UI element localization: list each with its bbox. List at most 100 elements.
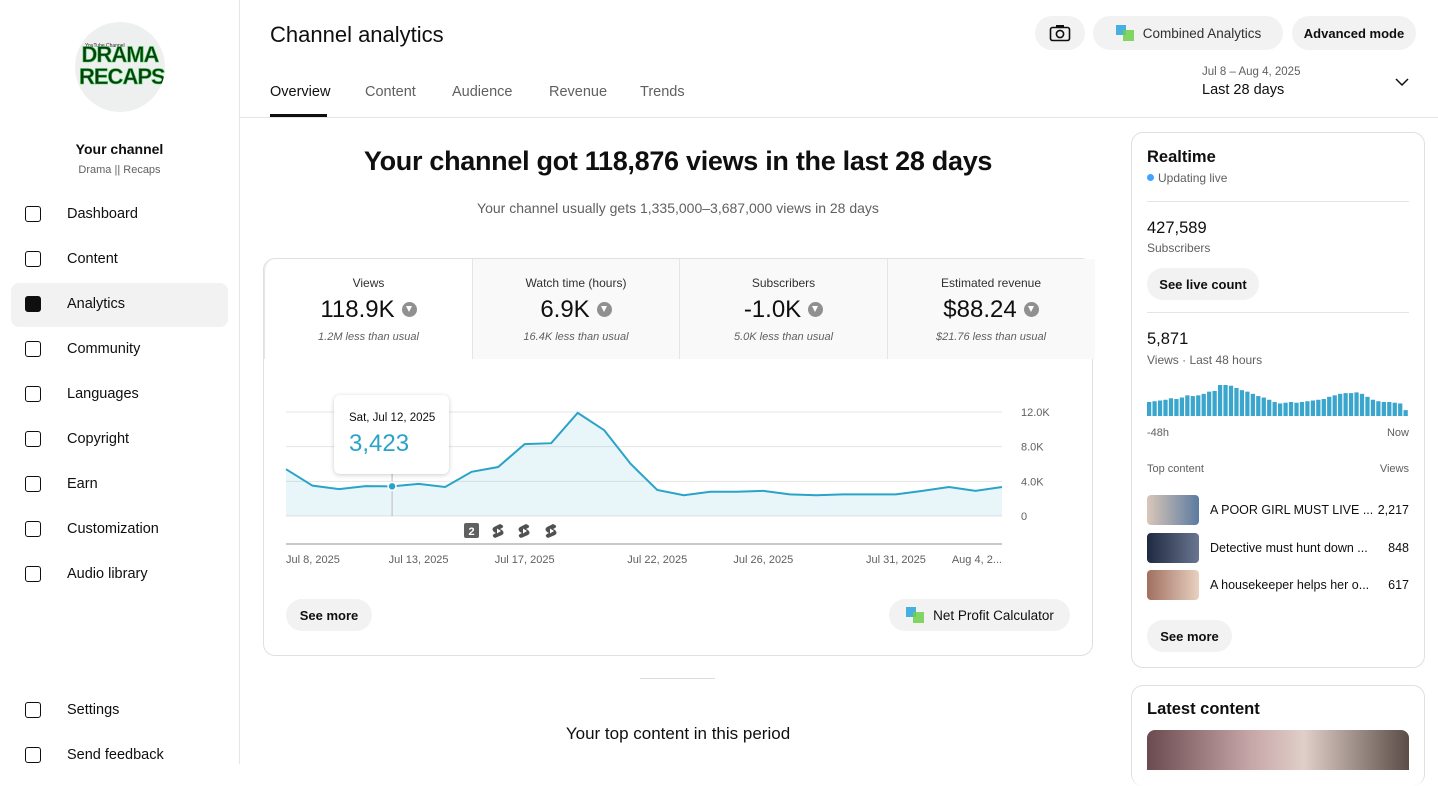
thumbnail[interactable] [1147,532,1199,563]
nav-label[interactable]: Settings [67,702,120,718]
metric-value: 6.9K [540,296,590,323]
see-more-button[interactable]: See more [1147,620,1232,652]
tab[interactable]: Revenue [549,84,608,100]
button-label: See more [299,607,359,623]
logo-line: RECAPS [79,64,165,89]
live-count-button[interactable]: See live count [1147,268,1259,300]
chart-tooltip: Sat, Jul 12, 2025 3,423 [334,395,449,474]
metrics-card [263,258,1093,656]
down-arrow [808,302,824,317]
thumbnail[interactable] [1147,570,1199,600]
shorts-play [550,528,554,534]
nav-label[interactable]: Earn [67,476,98,492]
content-views: 2,217 [1377,503,1409,517]
bar [1316,399,1321,416]
page-title: Channel analytics [270,22,444,47]
metric-value-row: 118.9K [265,290,472,324]
nav-label[interactable]: Languages [67,386,139,402]
live-dot [1147,174,1154,181]
content-title[interactable]: A POOR GIRL MUST LIVE ... [1210,503,1374,517]
x-tick-label: Jul 17, 2025 [495,554,555,566]
x-tick-label: Jul 13, 2025 [389,554,449,566]
headline: Your channel got 118,876 views in the la… [363,146,993,176]
y-tick-label: 4.0K [1021,476,1044,488]
area [286,412,1002,516]
bar [1163,399,1168,416]
advanced-mode-button[interactable]: Advanced mode [1292,16,1416,50]
y-tick-label: 8.0K [1021,442,1044,454]
nav-label[interactable]: Audio library [67,566,148,582]
bar [1354,392,1359,416]
nav-label[interactable]: Send feedback [67,747,164,763]
y-tick-label: 0 [1021,511,1027,523]
nav-label[interactable]: Dashboard [67,206,138,222]
date-period[interactable]: Last 28 days [1202,82,1285,98]
nav-label[interactable]: Customization [67,521,159,537]
calculator-button[interactable]: Net Profit Calculator [889,599,1070,631]
tab-underline [270,114,327,117]
nav-icon [25,251,41,267]
nav-label[interactable]: Community [67,341,141,357]
upload-badge-bg [464,523,479,538]
bar [1234,387,1239,416]
content-title[interactable]: A housekeeper helps her o... [1210,578,1370,592]
metric-value-row: 6.9K [473,290,680,324]
x-label: -48h [1147,427,1169,439]
nav-icon [25,386,41,402]
tooltip-value: 3,423 [349,430,410,457]
see-more-button[interactable]: See more [286,599,372,631]
metric-tab[interactable]: Views 118.9K 1.2M less than usual [264,259,472,359]
logo-small: YouTube Channel [85,43,125,49]
nav-icon [25,296,41,312]
tab[interactable]: Trends [640,84,685,100]
shorts-icon [518,524,530,538]
button-label: Advanced mode [1303,25,1405,41]
bar [1168,398,1174,416]
metric-label: Watch time (hours) [525,276,627,290]
hover-point [387,481,397,492]
metric-tab[interactable]: Watch time (hours) 6.9K 16.4K less than us… [471,259,680,359]
x-tick-label: Jul 26, 2025 [733,554,793,566]
button-label: Combined Analytics [1142,25,1262,41]
bar [1327,396,1332,416]
channel-name: Drama || Recaps [78,164,161,176]
views-label: Views · Last 48 hours [1147,353,1263,367]
nav-label[interactable]: Content [67,251,118,267]
thumbnail[interactable] [1147,495,1199,525]
content-title[interactable]: Detective must hunt down ... [1210,540,1368,555]
latest-thumbnail[interactable] [1147,730,1409,770]
metric-tab[interactable]: Subscribers -1.0K 5.0K less than usual [679,259,887,359]
nav-icon [25,747,41,763]
metric-label: Views [352,276,385,290]
tab[interactable]: Content [365,84,416,100]
metric-note: 1.2M less than usual [318,331,419,343]
tab[interactable]: Audience [452,84,513,100]
bar [1403,410,1408,416]
channel-avatar[interactable]: YouTube Channel DRAMA RECAPS [75,22,165,112]
metric-value-row: -1.0K [680,290,887,324]
bar [1239,390,1245,416]
combined-analytics-button[interactable]: Combined Analytics [1093,16,1283,50]
nav-icon [25,476,41,492]
x-tick-label: Jul 31, 2025 [866,554,926,566]
metric-note: 5.0K less than usual [733,331,834,343]
dropdown-icon[interactable] [1395,77,1409,87]
y-tick-label: 12.0K [1021,407,1050,419]
tab[interactable]: Overview [270,84,331,100]
metric-tab[interactable]: Estimated revenue $88.24 $21.76 less than … [886,259,1095,359]
nav-label[interactable]: Analytics [67,296,126,312]
metric-label: Estimated revenue [940,276,1042,290]
bar [1343,393,1348,416]
header [240,0,1438,118]
subscribers-label: Subscribers [1147,241,1211,255]
nav-icon [25,431,41,447]
snapshot-button[interactable] [1035,16,1085,50]
bar [1398,403,1403,416]
x-tick-label: Jul 22, 2025 [627,554,687,566]
bar [1348,393,1354,416]
realtime-title: Realtime [1147,148,1216,166]
nav-label[interactable]: Copyright [67,431,130,447]
latest-content-title: Latest content [1147,700,1260,718]
bar [1376,401,1381,416]
bar [1294,402,1299,416]
